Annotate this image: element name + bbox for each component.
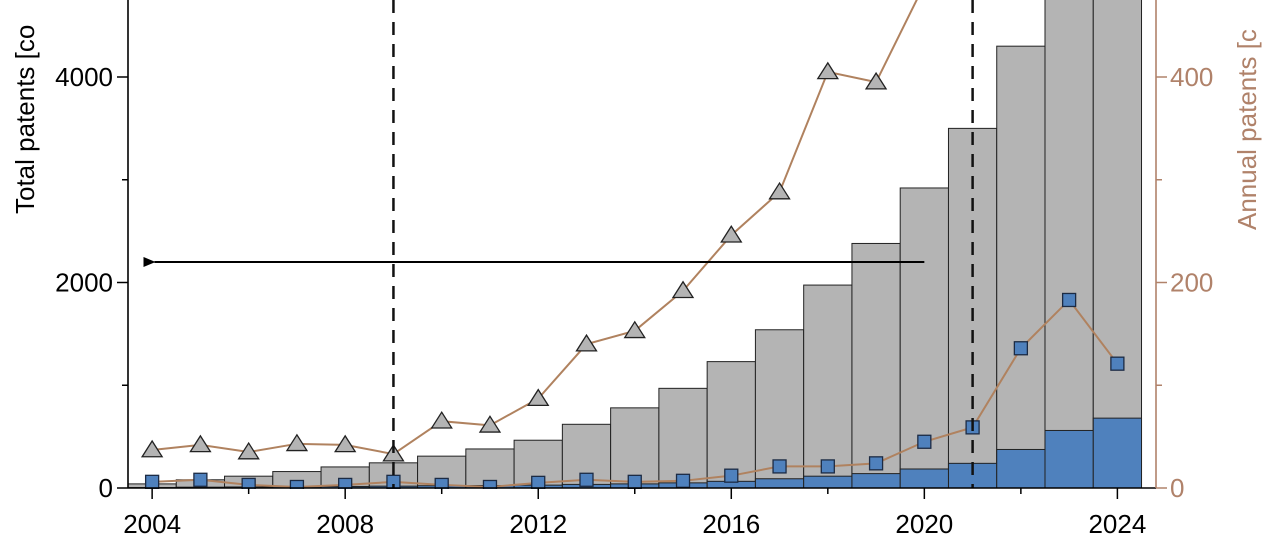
y-axis-label-left: Total patents [co — [10, 25, 40, 214]
y-axis-label-right: Annual patents [c — [1232, 29, 1262, 230]
square-marker-2019 — [868, 456, 884, 471]
triangle-marker-2019 — [864, 71, 888, 90]
total-bar-2023 — [1044, 0, 1094, 489]
square-marker-2008 — [338, 477, 353, 489]
triangle-marker-2006 — [237, 441, 260, 460]
blue-bar-2024 — [1092, 417, 1143, 489]
blue-bar-2019 — [851, 473, 901, 489]
y-left-tick-label-2000: 2000 — [55, 268, 113, 298]
square-marker-2015 — [675, 473, 691, 488]
square-marker-2016 — [724, 468, 739, 483]
square-marker-2022 — [1013, 341, 1029, 356]
square-marker-2007 — [289, 479, 305, 489]
total-bar-2019 — [851, 242, 901, 489]
triangle-marker-2017 — [768, 181, 791, 200]
square-marker-2023 — [1061, 292, 1077, 308]
square-marker-2013 — [579, 472, 594, 487]
blue-bar-2022 — [996, 448, 1046, 489]
triangle-marker-2014 — [623, 320, 646, 339]
x-tick-label-2004: 2004 — [123, 509, 181, 539]
triangle-marker-2005 — [189, 434, 212, 453]
triangle-marker-2010 — [430, 410, 453, 429]
square-marker-2020 — [917, 434, 932, 449]
square-marker-2011 — [482, 479, 498, 489]
plot-area — [128, 0, 1143, 489]
x-tick-label-2012: 2012 — [509, 509, 567, 539]
total-bar-2018 — [803, 284, 853, 489]
x-tick-label-2020: 2020 — [895, 509, 953, 539]
triangle-marker-2016 — [720, 225, 743, 243]
total-bar-2024 — [1092, 0, 1143, 489]
square-marker-2018 — [820, 459, 835, 474]
total-bar-2015 — [658, 387, 708, 489]
triangle-marker-2011 — [478, 415, 502, 433]
square-marker-2012 — [531, 475, 546, 489]
square-marker-2004 — [144, 474, 160, 489]
blue-bar-2018 — [803, 475, 853, 489]
square-marker-2005 — [193, 472, 208, 487]
square-marker-2006 — [241, 477, 256, 489]
y-right-tick-label-400: 400 — [1170, 62, 1213, 92]
blue-bar-2017 — [754, 478, 805, 489]
triangle-marker-2013 — [575, 333, 598, 352]
x-tick-label-2008: 2008 — [316, 509, 374, 539]
square-marker-2014 — [627, 474, 642, 489]
triangle-marker-2008 — [334, 434, 357, 453]
blue-bar-2020 — [899, 468, 949, 489]
y-right-tick-label-0: 0 — [1170, 473, 1184, 503]
square-marker-2010 — [434, 477, 449, 489]
total-bar-2022 — [996, 45, 1046, 489]
triangle-marker-2004 — [140, 439, 164, 458]
axes: 2004 2008 2012 2016 2020 2024 0 2000 4000 0 200 400 — [55, 0, 1213, 539]
triangle-marker-2015 — [671, 280, 695, 299]
x-tick-label-2024: 2024 — [1088, 509, 1146, 539]
blue-bar-2023 — [1044, 429, 1094, 489]
y-right-tick-label-200: 200 — [1170, 268, 1213, 298]
y-left-tick-label-4000: 4000 — [55, 62, 113, 92]
annotations — [143, 0, 974, 488]
square-marker-2024 — [1110, 356, 1125, 371]
triangle-marker-2018 — [816, 61, 839, 80]
triangle-marker-2007 — [285, 433, 309, 452]
x-tick-label-2016: 2016 — [702, 509, 760, 539]
square-marker-2017 — [772, 459, 787, 474]
triangle-marker-2012 — [527, 388, 550, 407]
y-left-tick-label-0: 0 — [99, 473, 113, 503]
